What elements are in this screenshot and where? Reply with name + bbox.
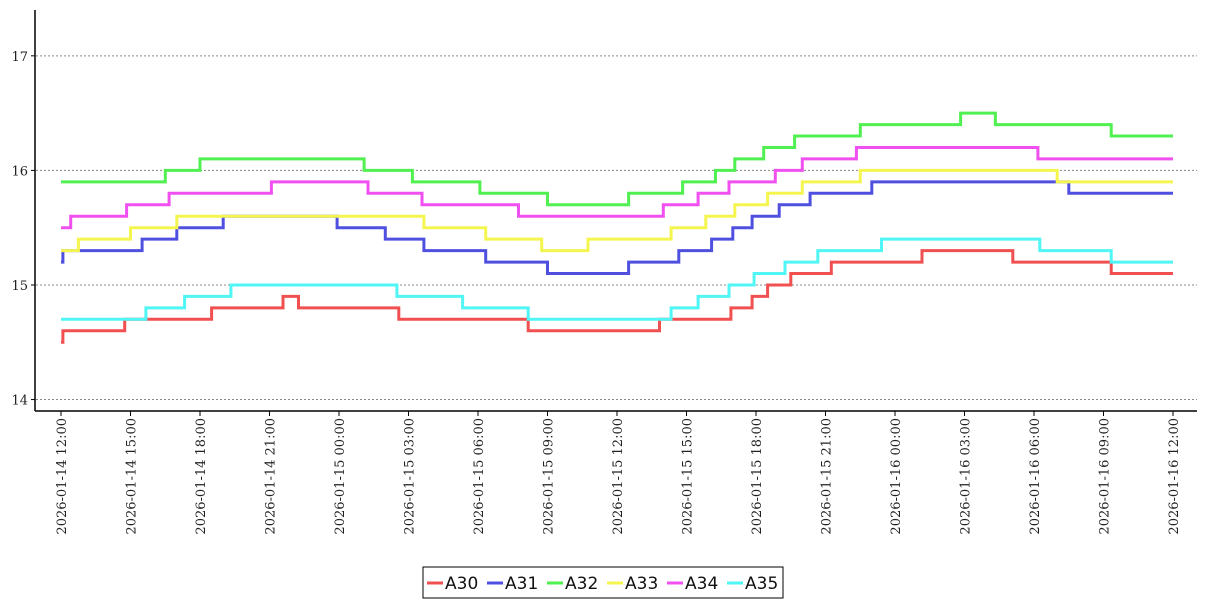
- x-tick-label: 2026-01-14 18:00: [194, 418, 209, 535]
- y-tick-label: 14: [11, 394, 28, 409]
- y-tick-label: 16: [11, 164, 28, 179]
- x-tick-label: 2026-01-15 18:00: [750, 418, 765, 535]
- x-tick-label: 2026-01-14 15:00: [125, 418, 140, 535]
- legend-label-a32: A32: [565, 574, 598, 594]
- legend-label-a31: A31: [505, 574, 538, 594]
- series-line-a32: [61, 111, 1173, 207]
- legend-box: [422, 566, 784, 599]
- x-tick-label: 2026-01-15 21:00: [820, 418, 835, 535]
- x-tick-label: 2026-01-16 09:00: [1098, 418, 1113, 535]
- x-tick-label: 2026-01-15 15:00: [681, 418, 696, 535]
- legend-label-a30: A30: [445, 574, 478, 594]
- y-tick-labels: 14 15 16 17: [11, 50, 35, 409]
- legend-label-a35: A35: [745, 574, 778, 594]
- x-tick-label: 2026-01-16 03:00: [959, 418, 974, 535]
- legend: A30 A31 A32 A33 A34 A35: [422, 566, 784, 599]
- series-line-a33: [61, 168, 1173, 253]
- x-tick-labels: 2026-01-14 12:00 2026-01-14 15:00 2026-01-…: [55, 411, 1182, 535]
- axes: [34, 10, 1197, 412]
- series-line-a35: [61, 237, 1173, 321]
- x-tick-label: 2026-01-16 00:00: [889, 418, 904, 535]
- x-tick-label: 2026-01-15 03:00: [403, 418, 418, 535]
- x-tick-label: 2026-01-16 06:00: [1028, 418, 1043, 535]
- y-tick-label: 17: [11, 50, 28, 65]
- x-tick-label: 2026-01-15 09:00: [542, 418, 557, 535]
- x-tick-label: 2026-01-15 12:00: [611, 418, 626, 535]
- x-tick-label: 2026-01-15 06:00: [472, 418, 487, 535]
- series-line-a31: [61, 180, 1173, 275]
- x-tick-label: 2026-01-16 12:00: [1167, 418, 1182, 535]
- x-tick-label: 2026-01-14 12:00: [55, 418, 70, 535]
- legend-label-a33: A33: [625, 574, 658, 594]
- x-tick-label: 2026-01-15 00:00: [333, 418, 348, 535]
- series-line-a30: [61, 249, 1173, 344]
- y-tick-label: 15: [11, 279, 28, 294]
- x-tick-label: 2026-01-14 21:00: [264, 418, 279, 535]
- series-lines: [61, 111, 1173, 344]
- legend-label-a34: A34: [685, 574, 718, 594]
- series-line-a34: [61, 146, 1173, 230]
